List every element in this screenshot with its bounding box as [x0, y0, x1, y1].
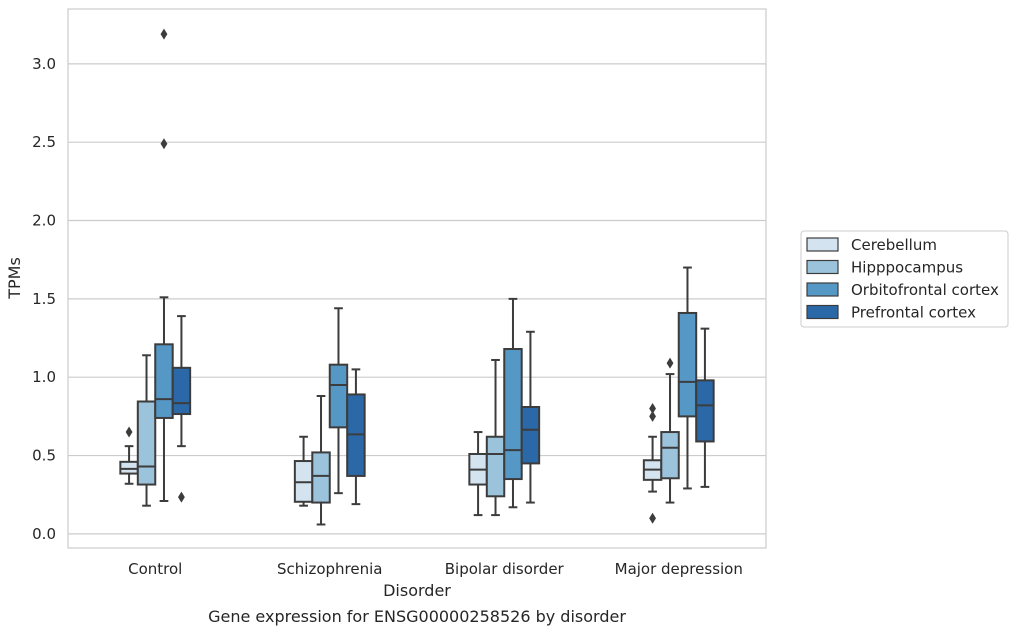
x-tick-label: Schizophrenia: [277, 560, 382, 578]
y-axis-title: TPMs: [5, 257, 24, 300]
box-body: [119, 460, 139, 475]
legend: Cerebellum Hipppocampus Orbitofrontal cort…: [800, 230, 1009, 328]
legend-swatch: [806, 237, 839, 252]
y-tick-label: 1.0: [32, 368, 56, 386]
outlier-point: [649, 410, 656, 422]
box-body: [677, 311, 698, 418]
outlier-point: [125, 426, 133, 438]
box-body: [503, 348, 523, 481]
outlier-point: [160, 28, 168, 40]
box-orbitofrontal-cortex: [677, 266, 698, 490]
boxes: [119, 28, 715, 526]
box-prefrontal-cortex: [695, 327, 715, 488]
legend-label: Orbitofrontal cortex: [851, 281, 999, 299]
x-tick-label: Control: [128, 560, 182, 578]
box-body: [311, 451, 331, 504]
legend-label: Hipppocampus: [851, 259, 963, 277]
y-tick-label: 3.0: [32, 55, 56, 73]
box-body: [154, 343, 174, 419]
box-cerebellum: [468, 431, 488, 517]
box-orbitofrontal-cortex: [154, 28, 174, 502]
legend-swatch: [806, 282, 839, 297]
box-prefrontal-cortex: [171, 315, 192, 503]
outlier-point: [649, 403, 656, 415]
outlier-point: [666, 357, 674, 369]
box-prefrontal-cortex: [520, 330, 541, 504]
y-tick-label: 0.5: [32, 447, 56, 465]
box-body: [695, 379, 715, 443]
legend-frame: [800, 230, 1009, 328]
legend-label: Cerebellum: [851, 236, 937, 254]
y-tick-label: 1.5: [32, 290, 56, 308]
box-cerebellum: [642, 403, 663, 524]
y-tick-label: 2.0: [32, 212, 56, 230]
y-tick-label: 0.0: [32, 525, 56, 543]
box-cerebellum: [293, 435, 314, 507]
box-body: [660, 431, 680, 480]
box-body: [328, 363, 349, 429]
outlier-point: [160, 138, 168, 150]
box-body: [171, 366, 192, 416]
box-body: [485, 435, 506, 498]
box-prefrontal-cortex: [346, 368, 366, 506]
x-axis-title: Disorder: [383, 581, 451, 600]
box-body: [520, 405, 541, 465]
x-tick-label: Bipolar disorder: [445, 560, 565, 578]
y-tick-labels: 0.0 0.5 1.0 1.5 2.0 2.5 3.0: [32, 55, 56, 543]
legend-swatch: [806, 304, 839, 320]
box-hipppocampus: [311, 395, 331, 526]
x-tick-label: Major depression: [615, 560, 743, 578]
x-tick-labels: Control Schizophrenia Bipolar disorder Majo…: [128, 560, 743, 578]
legend-label: Prefrontal cortex: [851, 304, 976, 322]
plot-frame: [67, 8, 767, 549]
y-tick-label: 2.5: [32, 133, 56, 151]
outlier-point: [649, 512, 656, 524]
chart-caption: Gene expression for ENSG00000258526 by d…: [208, 607, 626, 626]
legend-swatch: [806, 259, 839, 275]
box-orbitofrontal-cortex: [328, 307, 349, 495]
box-hipppocampus: [136, 354, 157, 507]
outlier-point: [178, 491, 185, 503]
box-hipppocampus: [660, 357, 680, 504]
box-body: [136, 400, 157, 486]
